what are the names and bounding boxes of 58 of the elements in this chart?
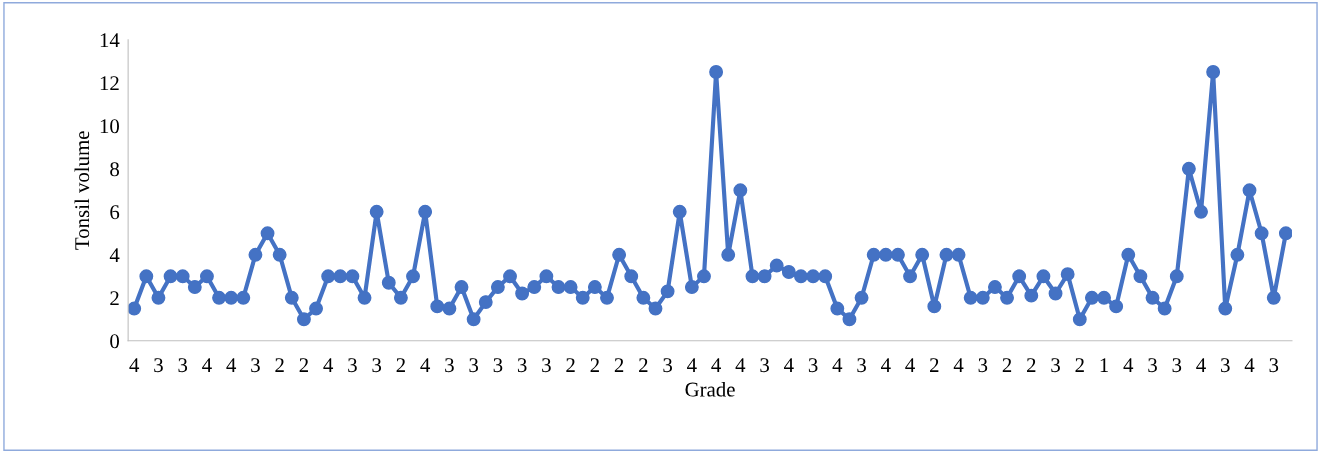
x-tick-label: 3 <box>1148 358 1157 373</box>
x-tick-label: 3 <box>542 358 551 373</box>
y-tick-label: 8 <box>110 162 120 177</box>
x-tick-label: 4 <box>735 358 746 372</box>
x-tick-label: 4 <box>1123 358 1134 372</box>
x-tick-label: 4 <box>711 358 721 372</box>
x-tick-label: 2 <box>396 358 405 372</box>
x-tick-label: 3 <box>1221 358 1230 373</box>
y-tick-label: 0 <box>110 334 120 349</box>
x-tick-label: 4 <box>129 358 140 372</box>
x-tick-label: 3 <box>178 358 188 373</box>
x-tick-label: 2 <box>1027 358 1036 372</box>
x-tick-label: 4 <box>784 358 794 372</box>
y-tick-label: 14 <box>100 33 120 47</box>
x-tick-label: 4 <box>420 358 431 372</box>
x-tick-label: 3 <box>857 358 866 373</box>
x-tick-label: 1 <box>1100 358 1108 372</box>
x-tick-label: 3 <box>251 358 260 373</box>
y-tick-label: 10 <box>100 119 120 134</box>
x-tick-label: 3 <box>1269 358 1279 373</box>
x-tick-label: 3 <box>663 358 672 373</box>
x-tick-label: 4 <box>832 358 843 372</box>
x-tick-label: 4 <box>905 358 915 372</box>
x-tick-label: 2 <box>566 358 575 372</box>
x-tick-label: 4 <box>881 358 891 372</box>
x-tick-label: 3 <box>517 358 527 373</box>
y-tick-label: 6 <box>110 205 120 220</box>
x-tick-label: 2 <box>1002 358 1012 372</box>
x-tick-label: 3 <box>760 358 769 373</box>
x-tick-label: 3 <box>808 358 818 373</box>
x-tick-label: 4 <box>202 358 212 372</box>
x-tick-label: 3 <box>154 358 163 373</box>
x-tick-label: 4 <box>323 358 334 372</box>
x-tick-label: 2 <box>1075 358 1084 372</box>
x-tick-label: 4 <box>226 358 237 372</box>
y-tick-label: 4 <box>109 248 120 263</box>
x-tick-label: 2 <box>299 358 308 372</box>
x-tick-label: 3 <box>372 358 382 373</box>
x-tick-label: 2 <box>930 358 939 372</box>
x-tick-label: 3 <box>493 358 503 373</box>
x-tick-label: 2 <box>590 358 599 372</box>
x-tick-label: 2 <box>275 358 284 372</box>
x-axis-title: Grade <box>685 381 735 397</box>
y-axis-title: Tonsil volume <box>74 131 90 250</box>
x-tick-label: 4 <box>953 358 964 372</box>
x-tick-label: 4 <box>1244 358 1255 372</box>
x-tick-label: 2 <box>614 358 624 372</box>
x-tick-label: 2 <box>639 358 648 372</box>
y-tick-label: 2 <box>110 291 119 306</box>
x-tick-label: 3 <box>445 358 454 373</box>
x-tick-label: 4 <box>1196 358 1206 372</box>
x-tick-label: 3 <box>978 358 988 373</box>
x-tick-label: 3 <box>1172 358 1182 373</box>
y-tick-label: 12 <box>100 76 119 91</box>
x-tick-label: 3 <box>469 358 479 373</box>
x-tick-label: 3 <box>348 358 357 373</box>
x-tick-label: 4 <box>687 358 697 372</box>
x-tick-label: 3 <box>1051 358 1060 373</box>
